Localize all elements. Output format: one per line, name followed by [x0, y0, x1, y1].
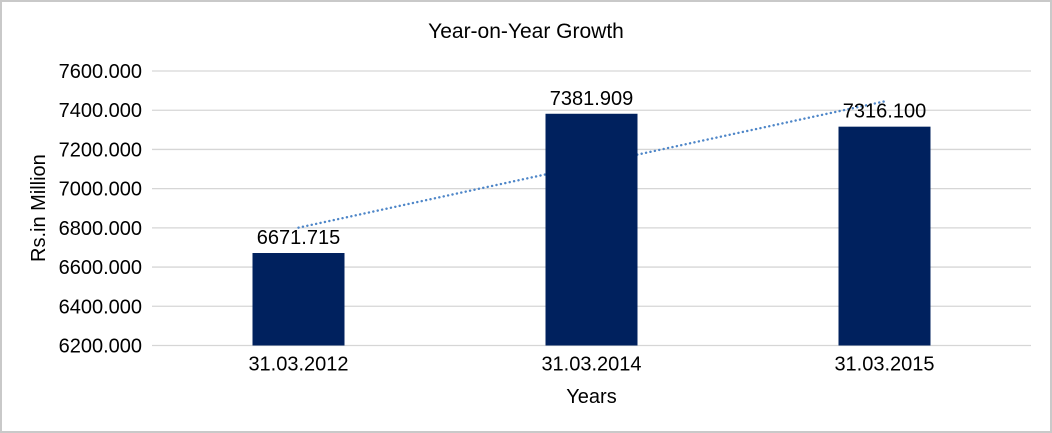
y-tick-label: 6800.000: [59, 218, 142, 240]
bar: [545, 113, 638, 346]
y-tick-label: 7600.000: [59, 61, 142, 83]
bar: [838, 126, 931, 346]
x-category-label: 31.03.2012: [248, 354, 348, 376]
x-category-label: 31.03.2015: [834, 354, 934, 376]
chart-title: Year-on-Year Growth: [428, 20, 624, 43]
bar: [252, 253, 345, 346]
bar-value-label: 7316.100: [843, 101, 926, 123]
y-tick-label: 6600.000: [59, 257, 142, 279]
y-tick-label: 6400.000: [59, 296, 142, 318]
bar-value-label: 6671.715: [257, 227, 340, 249]
y-tick-label: 7200.000: [59, 139, 142, 161]
bar-value-label: 7381.909: [550, 88, 633, 110]
x-category-label: 31.03.2014: [541, 354, 641, 376]
y-tick-label: 7400.000: [59, 100, 142, 122]
y-tick-label: 7000.000: [59, 179, 142, 201]
x-axis-title: Years: [566, 386, 617, 408]
y-tick-label: 6200.000: [59, 336, 142, 358]
trendline: [297, 100, 886, 229]
